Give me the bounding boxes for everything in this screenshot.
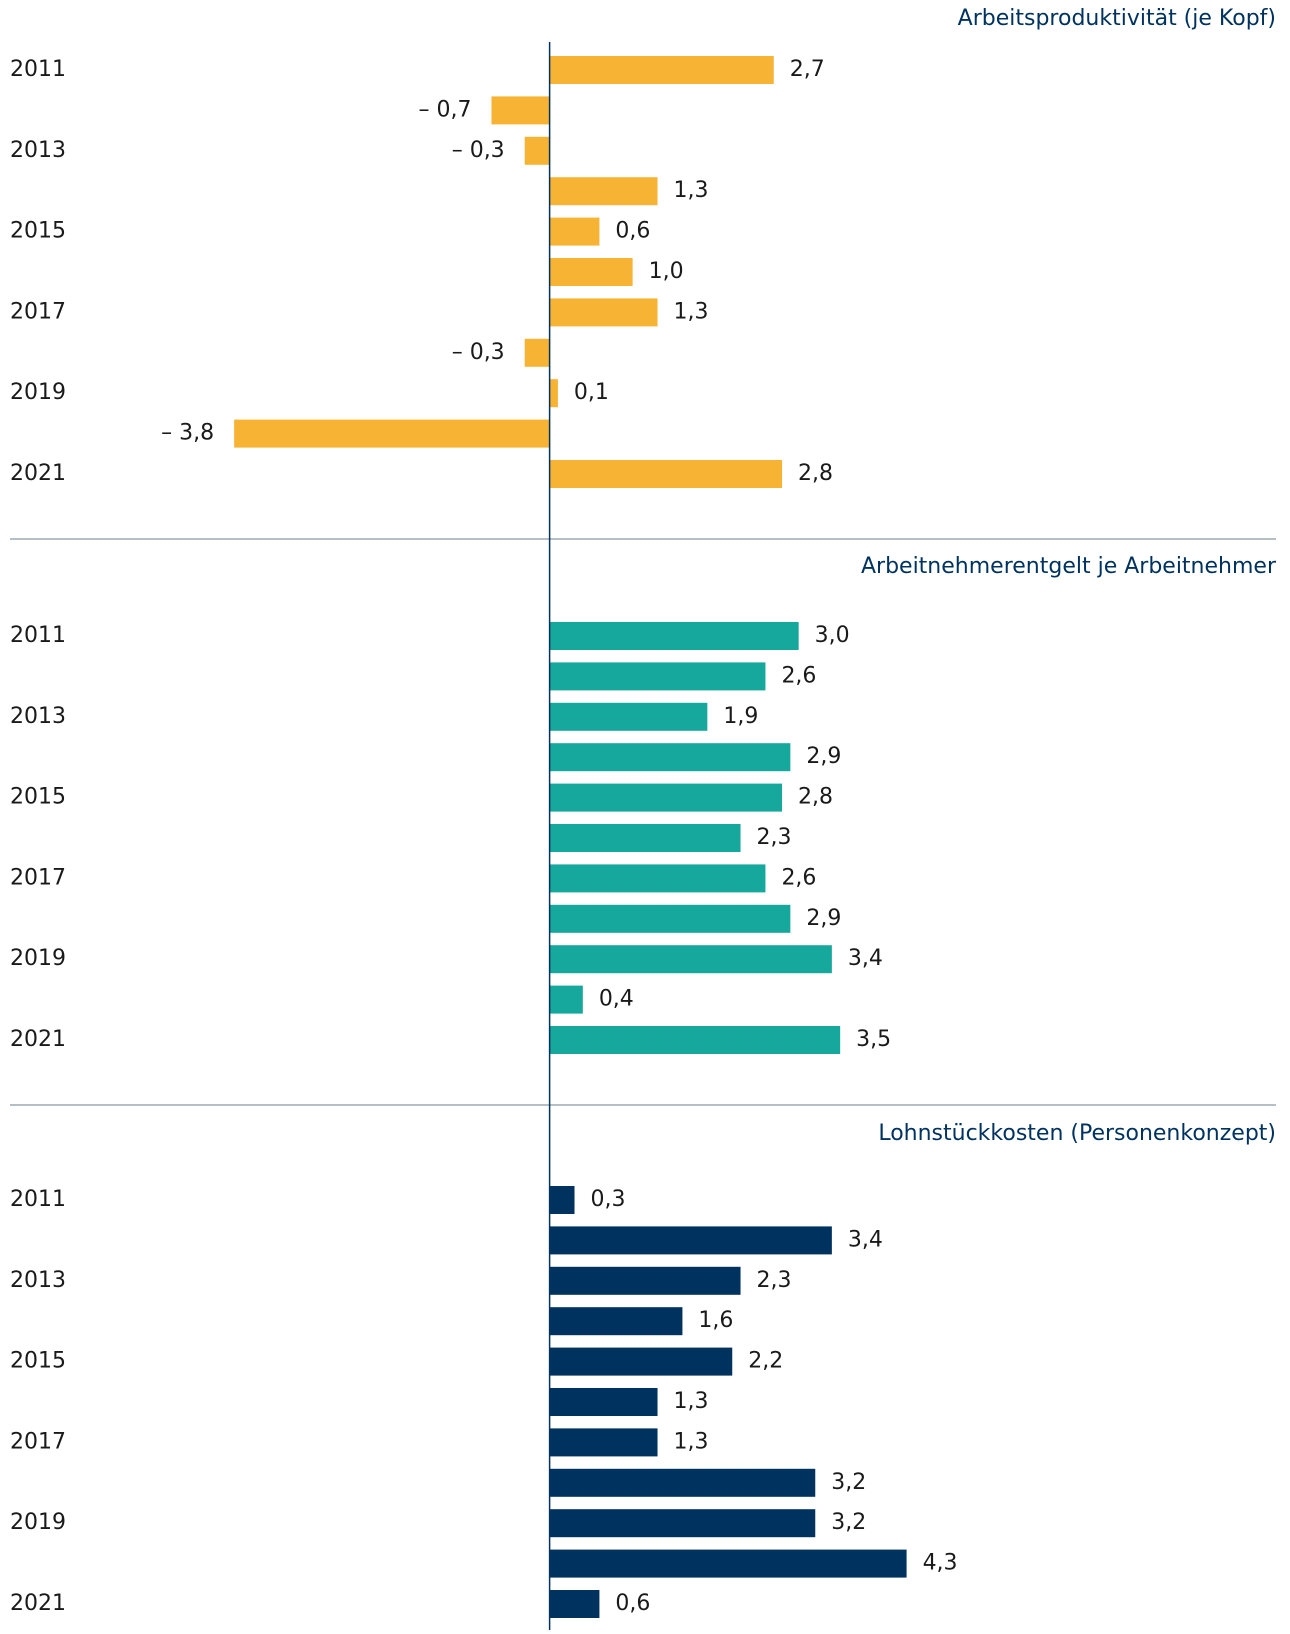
bar (549, 1226, 832, 1255)
value-label: 1,3 (674, 1429, 709, 1454)
category-label: 2015 (10, 219, 66, 244)
value-label: – 0,3 (452, 138, 505, 163)
bar (549, 904, 791, 933)
value-label: 3,4 (848, 946, 883, 971)
value-label: – 3,8 (161, 421, 214, 446)
value-label: 1,0 (649, 259, 684, 284)
category-label: 2019 (10, 1510, 66, 1535)
panel-title: Lohnstückkosten (Personenkonzept) (878, 1121, 1276, 1146)
bar (549, 824, 741, 852)
bar (549, 743, 791, 772)
value-label: 2,9 (806, 906, 841, 931)
value-label: 2,8 (798, 461, 833, 486)
bar (491, 96, 550, 125)
category-label: 2011 (10, 623, 66, 648)
value-label: 0,4 (599, 987, 634, 1012)
bar (549, 298, 658, 327)
category-label: 2021 (10, 1027, 66, 1052)
value-label: 2,3 (757, 1268, 792, 1293)
category-label: 2021 (10, 1591, 66, 1616)
bar (549, 783, 783, 812)
category-label: 2015 (10, 785, 66, 810)
value-label: 1,3 (674, 299, 709, 324)
value-label: 2,3 (757, 825, 792, 850)
value-label: 0,1 (574, 380, 609, 405)
bar (549, 1509, 816, 1538)
bar (549, 985, 583, 1014)
bar (549, 1549, 907, 1578)
value-label: 3,2 (831, 1510, 866, 1535)
value-label: 1,9 (723, 704, 758, 729)
value-label: 3,2 (831, 1470, 866, 1495)
bar (549, 56, 774, 84)
value-label: 0,6 (615, 1591, 650, 1616)
value-label: 2,7 (790, 57, 825, 82)
category-label: 2011 (10, 1187, 66, 1212)
value-label: 2,9 (806, 744, 841, 769)
bar (549, 217, 600, 246)
bar (549, 258, 633, 286)
value-label: 3,5 (856, 1027, 891, 1052)
category-label: 2017 (10, 299, 66, 324)
bar (549, 864, 766, 893)
bar (524, 136, 550, 165)
bar (549, 1590, 600, 1618)
value-label: 0,6 (615, 219, 650, 244)
value-label: 1,6 (698, 1308, 733, 1333)
bar (549, 1026, 841, 1054)
category-label: 2013 (10, 1268, 66, 1293)
value-label: – 0,7 (419, 97, 472, 122)
value-label: 2,6 (781, 663, 816, 688)
bar (549, 1468, 816, 1497)
bar (234, 419, 550, 448)
value-label: 1,3 (674, 178, 709, 203)
value-label: 0,3 (591, 1187, 626, 1212)
bar (549, 1186, 575, 1214)
category-label: 2019 (10, 946, 66, 971)
panel-title: Arbeitnehmerentgelt je Arbeitnehmer (861, 554, 1277, 579)
bar (549, 662, 766, 691)
category-label: 2011 (10, 57, 66, 82)
value-label: 3,0 (815, 623, 850, 648)
bar (549, 945, 832, 974)
bar (549, 379, 558, 408)
bar (549, 1428, 658, 1457)
category-label: 2017 (10, 865, 66, 890)
panel-title: Arbeitsproduktivität (je Kopf) (958, 6, 1276, 31)
category-label: 2017 (10, 1429, 66, 1454)
category-label: 2013 (10, 138, 66, 163)
value-label: 4,3 (923, 1551, 958, 1576)
value-label: 1,3 (674, 1389, 709, 1414)
category-label: 2021 (10, 461, 66, 486)
category-label: 2013 (10, 704, 66, 729)
bar (549, 1347, 733, 1376)
value-label: 2,8 (798, 785, 833, 810)
bar (549, 460, 783, 488)
value-label: 2,6 (781, 865, 816, 890)
bar (549, 622, 799, 650)
value-label: 2,2 (748, 1349, 783, 1374)
bar (549, 1266, 741, 1295)
bar (549, 1307, 683, 1336)
category-label: 2019 (10, 380, 66, 405)
bar (524, 338, 550, 367)
bar (549, 1388, 658, 1416)
bar (549, 177, 658, 206)
value-label: 3,4 (848, 1227, 883, 1252)
bar (549, 702, 708, 731)
value-label: – 0,3 (452, 340, 505, 365)
category-label: 2015 (10, 1349, 66, 1374)
